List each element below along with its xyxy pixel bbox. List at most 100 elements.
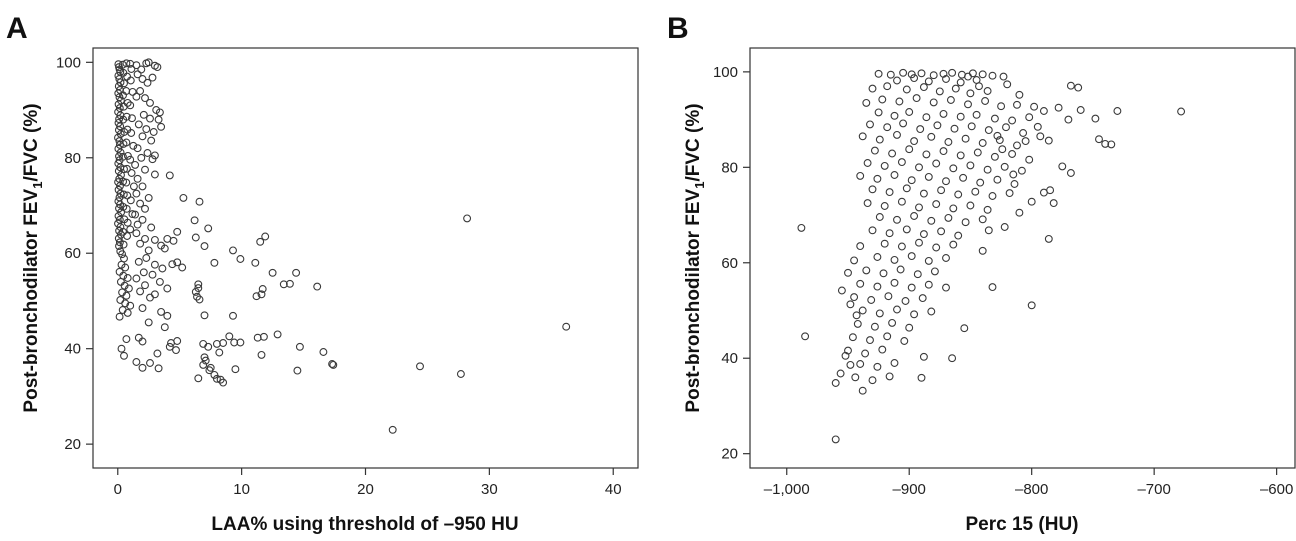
scatter-point — [144, 318, 153, 327]
scatter-point — [157, 307, 166, 316]
scatter-point — [138, 75, 147, 83]
scatter-point — [138, 215, 147, 224]
scatter-point — [978, 70, 987, 79]
scatter-point — [893, 305, 901, 314]
scatter-point — [116, 277, 125, 286]
scatter-point — [119, 240, 128, 249]
scatter-point — [141, 204, 149, 213]
scatter-point — [899, 119, 908, 128]
y-tick-label: 80 — [64, 150, 81, 167]
scatter-point — [993, 175, 1002, 184]
scatter-point — [910, 137, 919, 146]
scatter-point — [797, 223, 806, 232]
scatter-point — [905, 145, 914, 154]
scatter-point — [136, 287, 145, 296]
scatter-point — [990, 114, 999, 123]
scatter-point — [902, 184, 911, 193]
scatter-point — [172, 346, 180, 355]
scatter-point — [155, 108, 164, 117]
scatter-point — [200, 311, 209, 320]
scatter-point — [956, 151, 965, 160]
scatter-point — [954, 190, 963, 199]
scatter-point — [978, 215, 987, 224]
scatter-point — [949, 240, 958, 249]
scatter-point — [148, 155, 157, 164]
scatter-point — [114, 159, 123, 168]
scatter-point — [961, 218, 970, 227]
scatter-point — [1025, 155, 1034, 164]
x-tick-label: –800 — [1015, 481, 1048, 498]
scatter-point — [902, 225, 911, 234]
scatter-point — [841, 351, 850, 360]
scatter-point — [1064, 115, 1073, 124]
scatter-point — [873, 362, 882, 371]
x-axis-title-a: LAA% using threshold of –950 HU — [211, 514, 518, 535]
scatter-point — [966, 201, 975, 210]
scatter-point — [939, 147, 948, 156]
scatter-point — [261, 232, 270, 241]
y-axis-title-a-tail: /FVC (%) — [21, 103, 42, 181]
scatter-point — [983, 205, 992, 214]
ticks-a: 0 10 20 30 40 20 40 60 80 100 — [56, 54, 622, 498]
scatter-point — [851, 373, 860, 382]
scatter-point — [114, 234, 123, 243]
scatter-point — [1177, 107, 1186, 116]
scatter-point — [932, 243, 941, 252]
scatter-point — [885, 372, 894, 381]
scatter-point — [205, 366, 214, 375]
scatter-point — [907, 176, 916, 185]
scatter-point — [956, 78, 965, 87]
plot-frame-b — [749, 47, 1296, 469]
scatter-point — [115, 312, 124, 321]
scatter-point — [885, 229, 894, 238]
scatter-point — [917, 373, 926, 382]
scatter-point — [1091, 114, 1100, 123]
scatter-point — [116, 78, 125, 87]
scatter-point — [850, 293, 859, 302]
scatter-point — [231, 365, 240, 374]
scatter-point — [116, 122, 125, 131]
scatter-point — [142, 125, 151, 134]
scatter-point — [927, 132, 936, 141]
scatter-point — [126, 196, 135, 205]
scatter-point — [1113, 107, 1122, 115]
scatter-point — [897, 158, 906, 167]
scatter-point — [219, 378, 228, 387]
scatter-point — [954, 231, 963, 240]
scatter-point — [116, 296, 125, 304]
scatter-point — [118, 60, 127, 69]
x-tick-label: 30 — [481, 481, 498, 498]
scatter-point — [133, 70, 142, 79]
scatter-point — [139, 268, 148, 277]
scatter-point — [114, 100, 123, 109]
scatter-point — [173, 258, 182, 267]
scatter-points-a — [114, 58, 571, 434]
scatter-point — [924, 256, 933, 265]
scatter-point — [1101, 139, 1110, 148]
scatter-point — [123, 218, 132, 227]
scatter-point — [138, 182, 147, 191]
scatter-point — [964, 100, 972, 109]
scatter-point — [229, 246, 237, 255]
scatter-point — [984, 126, 993, 135]
scatter-point — [1005, 189, 1014, 198]
scatter-point — [933, 121, 942, 130]
x-tick-label: –900 — [893, 481, 926, 498]
scatter-point — [848, 333, 857, 342]
scatter-point — [115, 104, 124, 113]
scatter-point — [981, 97, 990, 105]
scatter-point — [149, 128, 158, 136]
scatter-point — [1044, 136, 1053, 145]
scatter-point — [128, 210, 137, 219]
scatter-point — [219, 339, 228, 347]
scatter-point — [897, 242, 906, 251]
scatter-point — [1044, 234, 1053, 243]
scatter-point — [329, 360, 338, 369]
scatter-point — [1003, 80, 1012, 89]
scatter-point — [902, 85, 911, 94]
scatter-point — [942, 254, 950, 262]
scatter-point — [150, 235, 159, 244]
scatter-point — [119, 190, 128, 199]
y-tick-label: 100 — [713, 64, 738, 81]
panel-label-b: B — [667, 12, 689, 45]
